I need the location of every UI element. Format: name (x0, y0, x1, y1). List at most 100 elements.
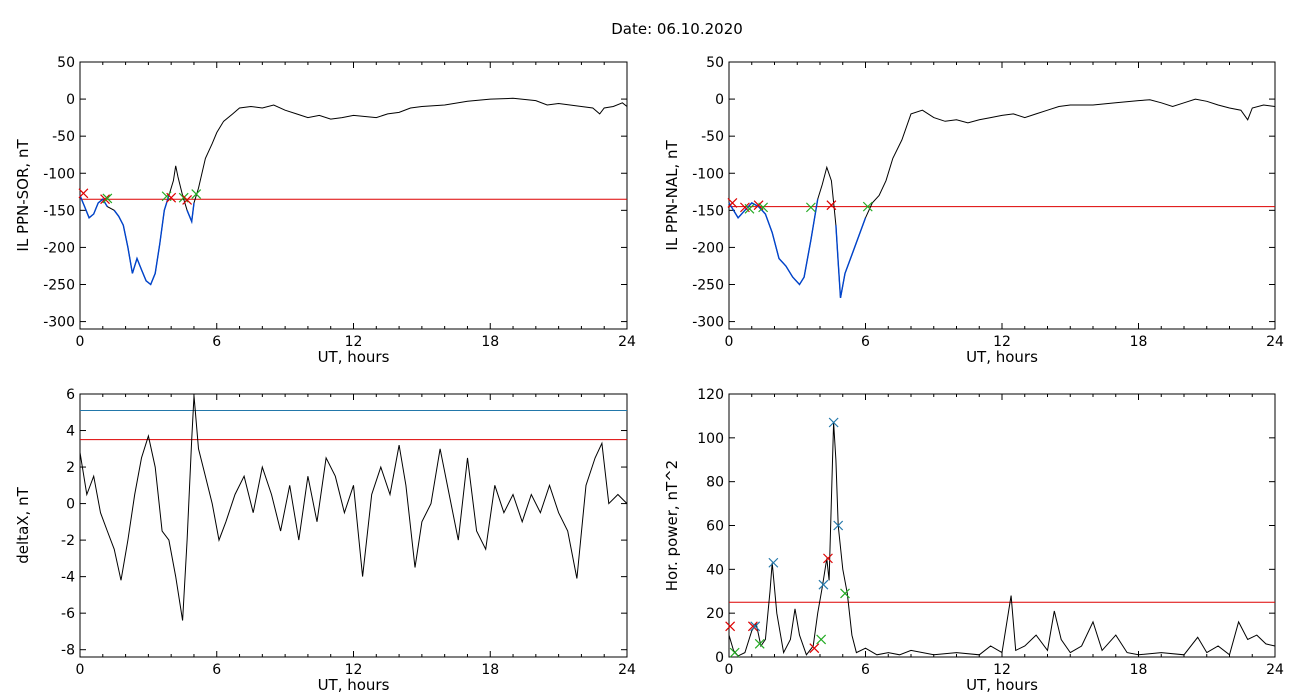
y-tick-label: -150 (692, 203, 724, 219)
x-tick-label: 0 (76, 334, 85, 350)
x-marker-stroke (816, 634, 827, 645)
y-tick-label: -250 (43, 278, 75, 294)
x-marker-stroke (818, 579, 829, 590)
x-marker-stroke (833, 520, 844, 531)
x-axis-title: UT, hours (318, 676, 390, 694)
y-tick-label: 120 (697, 387, 724, 403)
highlight-segment (79, 195, 108, 219)
x-marker-stroke (100, 194, 110, 205)
highlight-segment (728, 199, 819, 286)
x-tick-label: 12 (993, 334, 1011, 350)
y-tick-label: -50 (701, 129, 724, 145)
y-tick-label: 0 (715, 650, 724, 666)
x-marker-stroke (161, 191, 172, 202)
x-marker-stroke (747, 621, 758, 632)
x-marker (840, 588, 850, 599)
x-tick-label: 18 (1130, 662, 1148, 678)
y-tick-label: 100 (697, 431, 724, 447)
y-tick-label: 20 (706, 606, 724, 622)
y-tick-label: 6 (66, 387, 75, 403)
x-marker (816, 634, 827, 645)
y-tick-label: -50 (52, 129, 75, 145)
plot-frame (79, 393, 628, 658)
y-tick-label: -200 (692, 240, 724, 256)
x-marker (809, 643, 820, 654)
y-tick-label: -6 (61, 606, 75, 622)
x-marker-stroke (744, 203, 755, 214)
highlight-segment (835, 217, 867, 299)
x-marker (833, 520, 844, 531)
y-tick-label: 0 (66, 497, 75, 513)
series-line (728, 422, 1276, 657)
x-tick-label: 24 (618, 334, 636, 350)
y-tick-label: 60 (706, 519, 724, 535)
chart-power: 0 6 12 18 24 120 100 80 60 40 20 0 UT, hours Hor. pow… (663, 387, 1284, 694)
x-marker-stroke (754, 638, 765, 649)
x-marker-stroke (191, 189, 202, 199)
y-tick-label: 0 (66, 92, 75, 108)
x-marker-stroke (166, 192, 177, 203)
x-marker-stroke (828, 417, 839, 428)
chart-sor: 0 6 12 18 24 50 0 -50 -100 -150 -200 -250 -300 UT, ho… (14, 55, 636, 366)
x-marker-stroke (823, 553, 833, 564)
x-marker (727, 197, 738, 208)
x-axis-title: UT, hours (966, 348, 1038, 366)
x-marker (182, 195, 193, 205)
x-marker (725, 621, 736, 632)
chart-nal: 0 6 12 18 24 50 0 -50 -100 -150 -200 -250 -300 UT, ho… (663, 55, 1284, 366)
y-tick-label: -2 (61, 533, 75, 549)
chart-deltax: 0 6 12 18 24 6 4 2 0 -2 -4 -6 -8 UT, hours deltaX, nT (14, 387, 636, 694)
x-marker-stroke (826, 200, 837, 211)
x-marker-stroke (182, 195, 193, 205)
x-axis-title: UT, hours (966, 676, 1038, 694)
y-tick-label: 50 (706, 55, 724, 71)
highlight-segment (113, 195, 170, 286)
x-tick-label: 24 (618, 662, 636, 678)
x-marker-stroke (758, 202, 769, 213)
plot-frame (728, 393, 1276, 658)
y-tick-label: 40 (706, 562, 724, 578)
x-marker-stroke (768, 557, 779, 568)
x-tick-label: 6 (212, 334, 221, 350)
y-axis-title: IL PPN-SOR, nT (14, 139, 32, 252)
x-tick-label: 24 (1266, 334, 1284, 350)
x-marker (828, 417, 839, 428)
x-marker (823, 553, 833, 564)
x-marker-stroke (740, 202, 750, 213)
x-marker-stroke (750, 621, 761, 632)
series-line (728, 98, 1276, 298)
y-tick-label: -200 (43, 240, 75, 256)
y-tick-label: 2 (66, 460, 75, 476)
y-tick-label: 0 (715, 92, 724, 108)
x-marker-stroke (729, 647, 740, 658)
x-marker (768, 557, 779, 568)
x-marker-stroke (753, 200, 764, 211)
y-tick-label: -8 (61, 643, 75, 659)
x-tick-label: 18 (481, 334, 499, 350)
y-tick-label: 80 (706, 475, 724, 491)
y-axis-title: Hor. power, nT^2 (663, 460, 681, 591)
x-marker (166, 192, 177, 203)
x-tick-label: 0 (76, 662, 85, 678)
x-marker (805, 202, 816, 213)
x-marker (826, 200, 837, 211)
date-label: Date: 06.10.2020 (611, 20, 743, 38)
x-marker (729, 647, 740, 658)
y-tick-label: -150 (43, 203, 75, 219)
x-marker (758, 202, 769, 213)
y-tick-label: -100 (692, 166, 724, 182)
x-marker (862, 201, 873, 212)
x-tick-label: 6 (212, 662, 221, 678)
x-tick-label: 0 (725, 662, 734, 678)
x-tick-label: 0 (725, 334, 734, 350)
x-marker-stroke (178, 192, 189, 203)
x-tick-label: 12 (345, 662, 363, 678)
x-marker-stroke (725, 621, 736, 632)
y-tick-label: -4 (61, 570, 75, 586)
x-marker (100, 194, 110, 205)
x-axis-title: UT, hours (318, 348, 390, 366)
plot-frame (728, 61, 1276, 330)
x-marker (191, 189, 202, 199)
y-tick-label: 50 (57, 55, 75, 71)
x-marker (750, 621, 761, 632)
